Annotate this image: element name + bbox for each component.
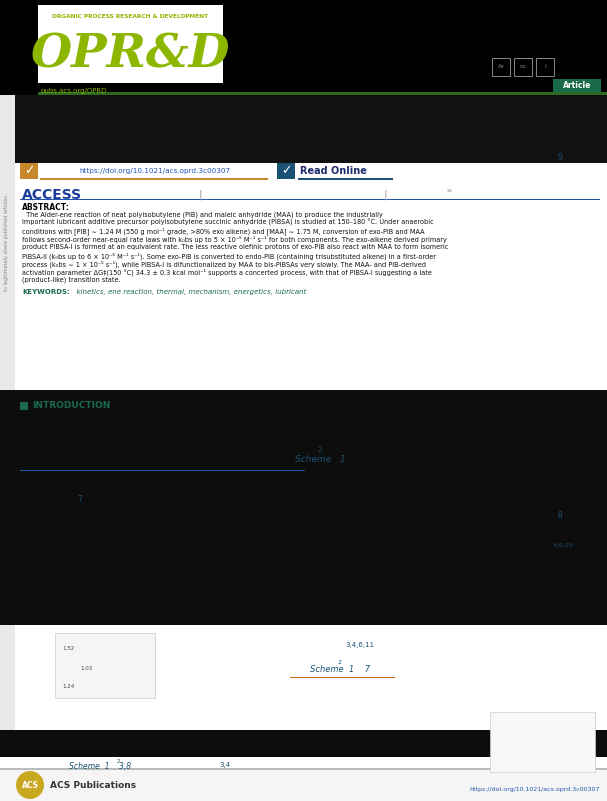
Text: activation parameter ΔG‡(150 °C) 34.3 ± 0.3 kcal mol⁻¹ supports a concerted proc: activation parameter ΔG‡(150 °C) 34.3 ± … bbox=[22, 268, 432, 276]
Bar bbox=[492, 58, 510, 76]
Text: 9: 9 bbox=[558, 154, 563, 163]
Bar bbox=[0, 625, 15, 730]
Bar bbox=[40, 178, 268, 179]
Bar bbox=[15, 95, 607, 163]
Text: 3,4,6,11: 3,4,6,11 bbox=[345, 642, 375, 648]
Text: kinetics, ene reaction, thermal, mechanism, energetics, lubricant: kinetics, ene reaction, thermal, mechani… bbox=[72, 289, 307, 295]
Bar bbox=[20, 199, 600, 200]
Bar bbox=[553, 79, 601, 92]
Circle shape bbox=[16, 771, 44, 799]
Bar bbox=[0, 757, 607, 768]
Text: The Alder-ene reaction of neat polyisobutylene (PIB) and maleic anhydride (MAA) : The Alder-ene reaction of neat polyisobu… bbox=[22, 211, 383, 218]
Text: cc: cc bbox=[520, 65, 526, 70]
Text: Article: Article bbox=[563, 81, 591, 90]
Bar bbox=[490, 712, 595, 772]
Text: ✓: ✓ bbox=[24, 164, 34, 178]
Bar bbox=[0, 768, 607, 770]
Bar bbox=[15, 95, 607, 390]
Text: 2: 2 bbox=[318, 447, 322, 453]
Bar bbox=[0, 768, 607, 801]
Bar bbox=[38, 5, 223, 83]
Bar bbox=[0, 95, 15, 390]
Bar bbox=[20, 163, 38, 179]
Text: important lubricant additive precursor polyisobutylene succinic anhydride (PIBSA: important lubricant additive precursor p… bbox=[22, 219, 434, 227]
Bar bbox=[290, 677, 395, 678]
Text: |: | bbox=[198, 189, 202, 199]
Text: Scheme  1    3,8: Scheme 1 3,8 bbox=[69, 762, 131, 771]
Text: https://doi.org/10.1021/acs.oprd.3c00307: https://doi.org/10.1021/acs.oprd.3c00307 bbox=[470, 787, 600, 792]
Text: pubs.acs.org/OPRD: pubs.acs.org/OPRD bbox=[40, 88, 106, 94]
Text: ORGANIC PROCESS RESEARCH & DEVELOPMENT: ORGANIC PROCESS RESEARCH & DEVELOPMENT bbox=[52, 14, 208, 19]
Text: to legitimately share published articles.: to legitimately share published articles… bbox=[4, 194, 10, 292]
Text: 1.52: 1.52 bbox=[62, 646, 74, 650]
Text: ACS: ACS bbox=[21, 780, 38, 790]
Bar bbox=[514, 58, 532, 76]
Text: 1.03: 1.03 bbox=[80, 666, 92, 671]
Text: ✓: ✓ bbox=[281, 164, 291, 178]
Bar bbox=[0, 730, 607, 757]
Text: process (k₀bs ∼ 1 × 10⁻⁵ s⁻¹), while PIBSA-I is difunctionalized by MAA to bis-P: process (k₀bs ∼ 1 × 10⁻⁵ s⁻¹), while PIB… bbox=[22, 260, 426, 268]
Text: 1.24: 1.24 bbox=[62, 683, 74, 689]
Text: KEYWORDS:: KEYWORDS: bbox=[22, 289, 70, 295]
Bar bbox=[277, 163, 295, 179]
Bar bbox=[20, 402, 28, 410]
Text: Ar: Ar bbox=[498, 65, 504, 70]
Text: PIBSA-II (k₀bs up to 6 × 10⁻⁵ M⁻¹ s⁻¹). Some exo-PIB is converted to endo-PIB (c: PIBSA-II (k₀bs up to 6 × 10⁻⁵ M⁻¹ s⁻¹). … bbox=[22, 252, 436, 260]
Text: 2: 2 bbox=[117, 759, 120, 764]
Text: i: i bbox=[544, 65, 546, 70]
Bar bbox=[55, 633, 155, 698]
Text: 3,4: 3,4 bbox=[220, 762, 231, 768]
Bar bbox=[536, 58, 554, 76]
Text: Scheme   1: Scheme 1 bbox=[294, 456, 345, 465]
Text: ss: ss bbox=[447, 188, 453, 194]
Text: 2: 2 bbox=[338, 661, 342, 666]
Text: OPR&D: OPR&D bbox=[31, 32, 230, 78]
Text: follows second-order near-equal rate laws with k₀bs up to 5 × 10⁻⁵ M⁻¹ s⁻¹ for b: follows second-order near-equal rate law… bbox=[22, 235, 447, 243]
Bar bbox=[38, 92, 607, 95]
Text: https://doi.org/10.1021/acs.oprd.3c00307: https://doi.org/10.1021/acs.oprd.3c00307 bbox=[80, 168, 231, 174]
Text: ABSTRACT:: ABSTRACT: bbox=[22, 203, 70, 212]
Text: ACCESS: ACCESS bbox=[22, 188, 82, 202]
Text: (product-like) transition state.: (product-like) transition state. bbox=[22, 276, 121, 283]
Text: product PIBSA-I is formed at an equivalent rate. The less reactive olefinic prot: product PIBSA-I is formed at an equivale… bbox=[22, 244, 449, 250]
Text: ACS Publications: ACS Publications bbox=[50, 780, 136, 790]
Text: 7: 7 bbox=[78, 496, 83, 505]
Text: 6,9,10: 6,9,10 bbox=[553, 542, 573, 548]
Bar bbox=[0, 390, 607, 625]
Text: conditions with [PIB] ∼ 1.24 M (550 g mol⁻¹ grade, >80% exo alkene) and [MAA] ∼ : conditions with [PIB] ∼ 1.24 M (550 g mo… bbox=[22, 227, 425, 235]
Bar bbox=[0, 0, 607, 95]
Text: Scheme  1    7: Scheme 1 7 bbox=[310, 666, 370, 674]
Bar bbox=[0, 625, 607, 730]
Text: |: | bbox=[383, 189, 387, 199]
Bar bbox=[298, 178, 393, 179]
Text: 8: 8 bbox=[558, 510, 562, 520]
Text: INTRODUCTION: INTRODUCTION bbox=[32, 401, 110, 410]
Text: Read Online: Read Online bbox=[300, 166, 367, 176]
